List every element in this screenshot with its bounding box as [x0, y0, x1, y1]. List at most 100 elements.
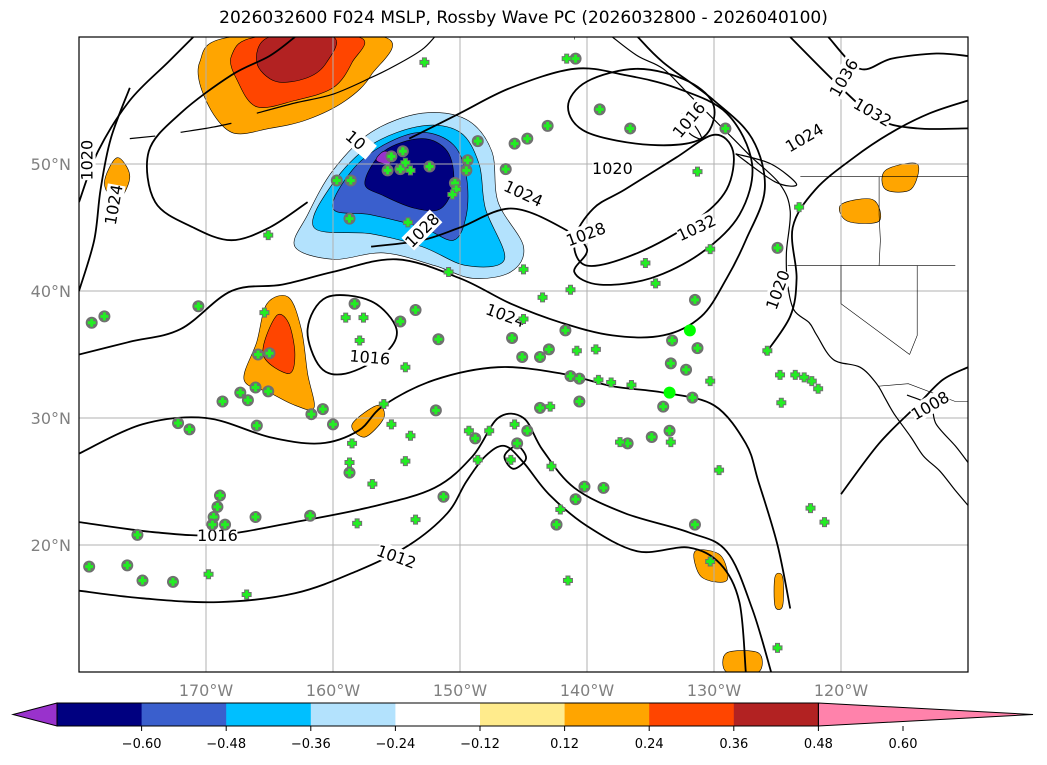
cross-marker [538, 293, 547, 302]
cross-marker [448, 190, 457, 199]
green-circle-marker [663, 386, 676, 399]
station-cross-icon [194, 302, 203, 311]
cross-marker [763, 346, 772, 355]
coastline [129, 135, 156, 140]
station-cross-icon [350, 299, 359, 308]
isobar-1028 [370, 67, 754, 286]
cross-marker [519, 314, 528, 323]
station-cross-icon [332, 176, 341, 185]
cross-marker [444, 267, 453, 276]
station-cross-icon [208, 520, 217, 529]
map-frame [78, 36, 969, 673]
isobar-label: 1016 [349, 346, 391, 368]
cross-marker [264, 231, 273, 240]
colorbar-segment [733, 703, 819, 726]
cross-marker [406, 431, 415, 440]
station-cross-icon [668, 336, 677, 345]
cross-marker [773, 643, 782, 652]
cross-marker [401, 457, 410, 466]
green-circle-marker [683, 324, 696, 337]
cross-marker [353, 519, 362, 528]
cross-marker [627, 380, 636, 389]
colorbar-segment [226, 703, 312, 726]
station-cross-icon [471, 434, 480, 443]
coastline [180, 122, 232, 133]
cross-marker [814, 384, 823, 393]
isobar-label-background [334, 120, 377, 160]
station-cross-icon [252, 421, 261, 430]
cross-marker [547, 462, 556, 471]
lon-tick-label: 170°W [179, 681, 234, 700]
station-cross-icon [185, 425, 194, 434]
isobar-label-background [483, 299, 528, 331]
colorbar-segment [57, 703, 143, 726]
cross-marker [666, 438, 675, 447]
cross-marker [591, 345, 600, 354]
lat-tick-label: 20°N [31, 536, 71, 555]
station-cross-icon [543, 121, 552, 130]
station-cross-icon [773, 243, 782, 252]
station-cross-icon [398, 147, 407, 156]
station-cross-icon [647, 433, 656, 442]
cross-marker [464, 426, 473, 435]
colorbar-tick-label: 0.36 [719, 737, 748, 752]
station-cross-icon [318, 405, 327, 414]
station-cross-icon [87, 318, 96, 327]
station-cross-icon [561, 326, 570, 335]
isobar-label-background [674, 210, 719, 245]
station-cross-icon [236, 388, 245, 397]
political-border [909, 265, 918, 355]
cross-marker [401, 363, 410, 372]
isobar-label-background [79, 140, 96, 181]
cross-marker [776, 370, 785, 379]
isobar-label-background [668, 98, 709, 141]
cross-marker [345, 458, 354, 467]
colorbar-extend-max [817, 702, 1034, 727]
cross-marker [594, 375, 603, 384]
isobar-1024 [79, 87, 131, 292]
shaded-anomaly-region [722, 650, 763, 672]
isobar-label-background [197, 525, 238, 544]
isobar-label-background [762, 267, 793, 312]
isobar-1012 [79, 444, 747, 672]
station-cross-icon [682, 365, 691, 374]
cross-marker [242, 590, 251, 599]
station-cross-icon [138, 576, 147, 585]
political-border [877, 383, 968, 402]
isobar-label-background [782, 119, 826, 156]
colorbar-tick-label: −0.12 [460, 737, 500, 752]
lat-tick-label: 30°N [31, 409, 71, 428]
station-cross-icon [566, 372, 575, 381]
station-cross-icon [434, 335, 443, 344]
chart-title: 2026032600 F024 MSLP, Rossby Wave PC (20… [219, 8, 828, 28]
isobar-label-background [825, 55, 862, 100]
isobar-1024 [79, 37, 766, 356]
colorbar-segment [395, 703, 481, 726]
cross-marker [411, 515, 420, 524]
station-cross-icon [575, 374, 584, 383]
lon-tick-label: 140°W [560, 681, 615, 700]
cross-marker [641, 259, 650, 268]
colorbar-segment [310, 703, 396, 726]
station-cross-icon [174, 419, 183, 428]
station-cross-icon [626, 124, 635, 133]
colorbar-tick-label: 0.60 [889, 737, 918, 752]
cross-marker [368, 480, 377, 489]
cross-marker [473, 455, 482, 464]
station-cross-icon [243, 396, 252, 405]
isobar-label-background [100, 183, 126, 226]
cross-marker [556, 505, 565, 514]
colorbar-tick-label: −0.36 [291, 737, 331, 752]
station-cross-icon [123, 561, 132, 570]
cross-marker [387, 420, 396, 429]
cross-marker [706, 377, 715, 386]
colorbar-tick-label: −0.48 [206, 737, 246, 752]
isobar-label-background [349, 346, 391, 368]
isobar-label: 1020 [78, 140, 97, 181]
station-cross-icon [345, 468, 354, 477]
station-cross-icon [431, 406, 440, 415]
cross-marker [420, 58, 429, 67]
